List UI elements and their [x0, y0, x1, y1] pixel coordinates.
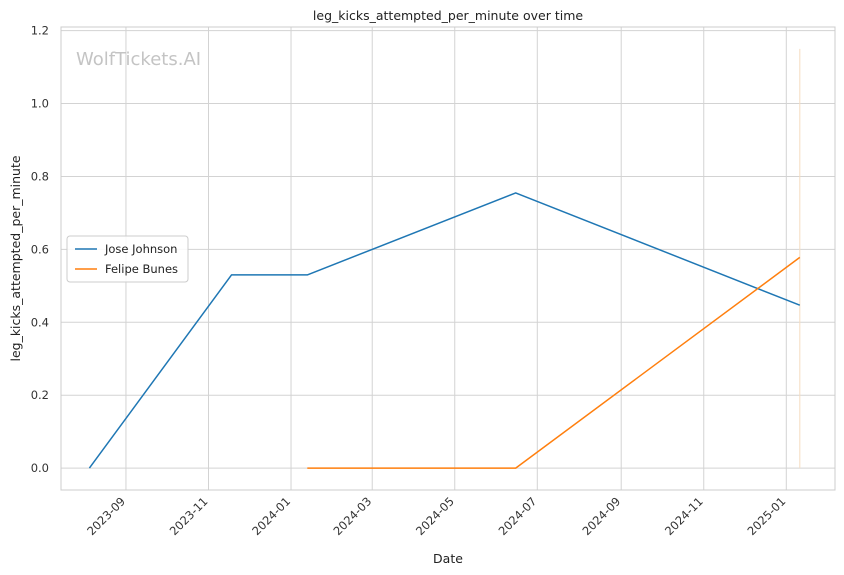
- y-tick-label: 0.4: [31, 315, 49, 329]
- legend-label: Felipe Bunes: [105, 262, 178, 276]
- x-tick-label: 2023-09: [84, 494, 128, 538]
- legend: Jose Johnson Felipe Bunes: [66, 235, 189, 283]
- y-tick-label: 0.6: [31, 242, 49, 256]
- y-axis-title: leg_kicks_attempted_per_minute: [8, 155, 23, 361]
- x-tick-label: 2024-05: [413, 494, 457, 538]
- series-line-jose-johnson: [88, 192, 801, 469]
- series: [88, 48, 801, 469]
- grid: [61, 27, 835, 490]
- x-axis-ticks: 2023-09 2023-11 2024-01 2024-03 2024-05 2024-…: [84, 494, 788, 538]
- x-tick-label: 2024-11: [662, 494, 706, 538]
- y-tick-label: 0.0: [31, 461, 49, 475]
- y-tick-label: 1.0: [31, 97, 49, 111]
- x-axis-title: Date: [433, 551, 463, 566]
- x-tick-label: 2023-11: [167, 494, 211, 538]
- y-tick-label: 1.2: [31, 24, 49, 38]
- chart-title: leg_kicks_attempted_per_minute over time: [313, 8, 583, 23]
- y-tick-label: 0.8: [31, 169, 49, 183]
- x-tick-label: 2025-01: [745, 494, 789, 538]
- x-tick-label: 2024-09: [579, 494, 623, 538]
- plot-frame: [60, 26, 836, 491]
- legend-label: Jose Johnson: [104, 242, 177, 256]
- series-line-felipe-bunes: [307, 256, 801, 469]
- y-axis-ticks: 0.0 0.2 0.4 0.6 0.8 1.0 1.2: [31, 24, 49, 475]
- x-tick-label: 2024-01: [249, 494, 293, 538]
- x-tick-label: 2024-03: [330, 494, 374, 538]
- watermark: WolfTickets.AI: [76, 49, 201, 70]
- x-tick-label: 2024-07: [496, 494, 540, 538]
- y-tick-label: 0.2: [31, 388, 49, 402]
- legend-box: [66, 235, 189, 283]
